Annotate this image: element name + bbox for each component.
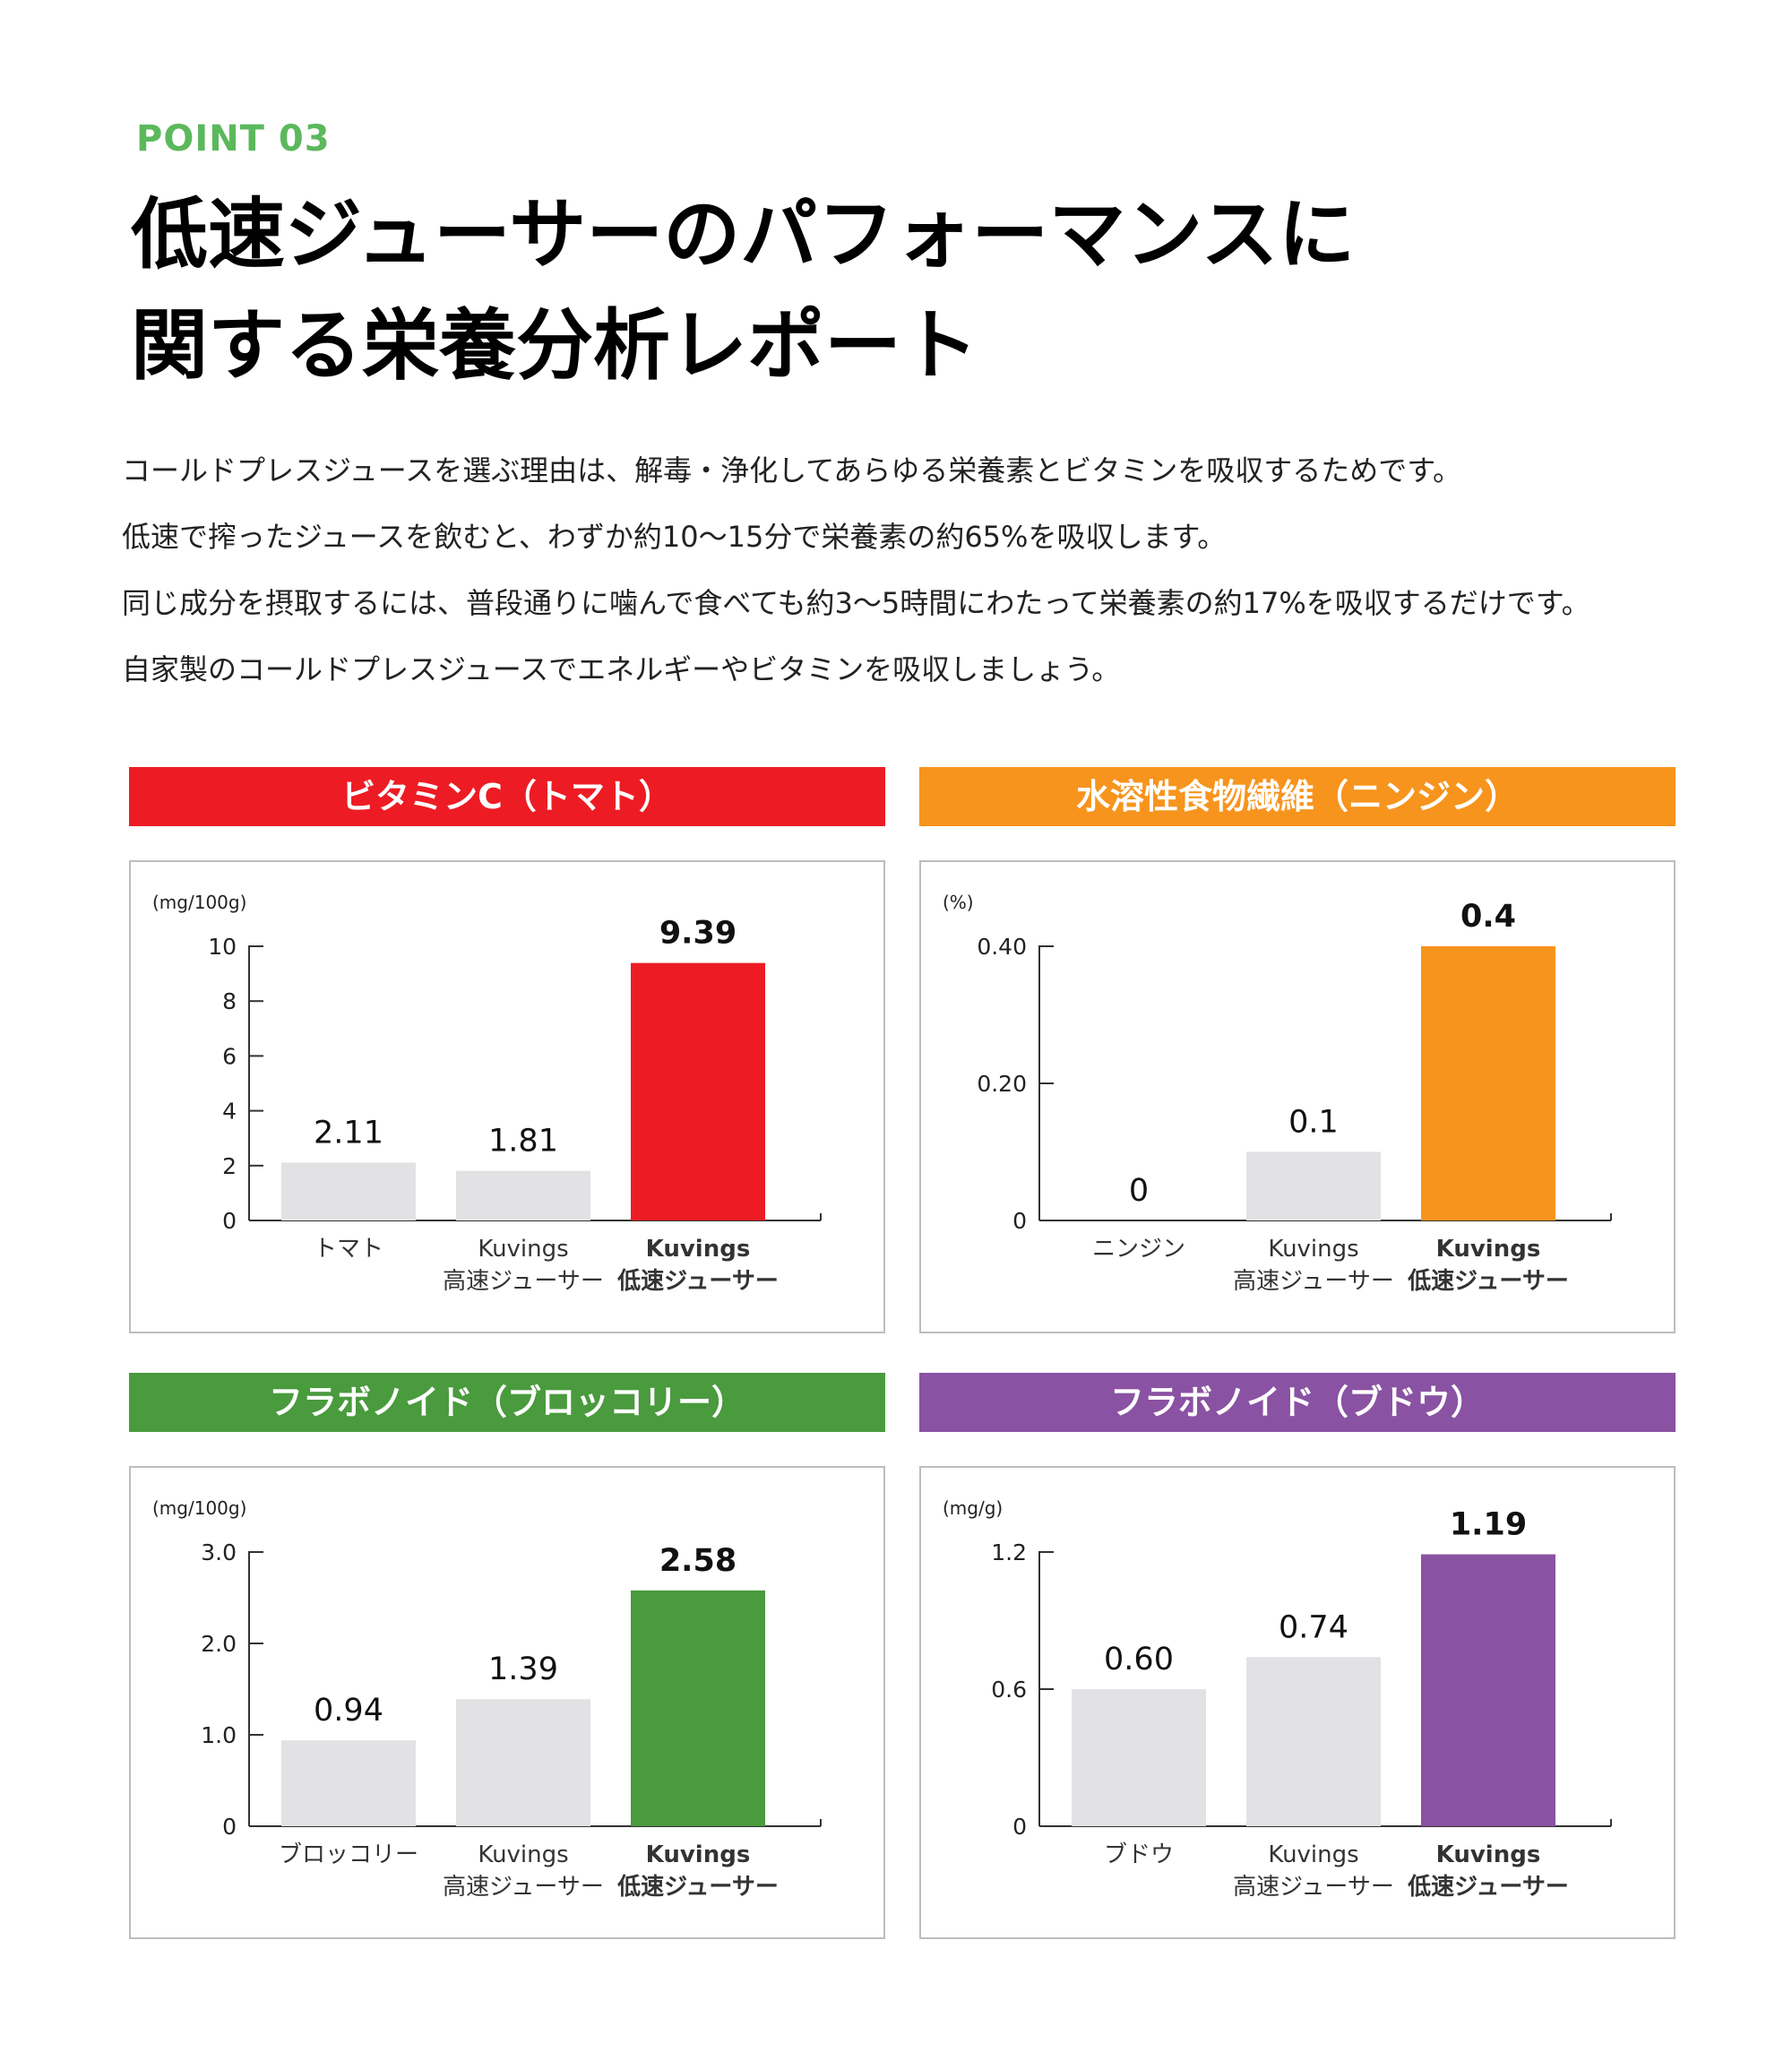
category-label: Kuvings (646, 1841, 751, 1868)
y-tick-label: 0 (222, 1208, 237, 1234)
bar (456, 1699, 590, 1826)
y-unit-label: (mg/g) (943, 1497, 1003, 1519)
bar (1421, 946, 1555, 1220)
category-label: Kuvings (478, 1841, 568, 1868)
bar (1421, 1554, 1555, 1826)
page-title-line-2: 関する栄養分析レポート (131, 301, 978, 391)
bar (1246, 1657, 1381, 1826)
y-tick-label: 0.20 (977, 1071, 1027, 1097)
category-label: ブロッコリー (279, 1841, 418, 1868)
chart-box: (mg/100g) 0 2 4 6 8 10 2.11 トマト 1.81 Kuvings 高速ジューサ… (129, 860, 885, 1333)
chart-title-band: フラボノイド（ブロッコリー） (129, 1373, 885, 1432)
y-tick-label: 2 (222, 1153, 237, 1179)
bar-chart-flavonoid-broccoli: (mg/100g) 0 1.0 2.0 3.0 0.94 ブロッコリー 1.39 Kuvings… (152, 1497, 822, 1901)
page-title-line-1: 低速ジューサーのパフォーマンスに (131, 190, 1356, 280)
chart-box: (mg/g) 0 0.6 1.2 0.60 ブドウ 0.74 Kuvings 高速ジューサー 1.… (919, 1466, 1676, 1939)
data-label: 2.11 (314, 1115, 383, 1151)
bar-chart-fiber: (%) 0 0.20 0.40 0 ニンジン 0.1 Kuvings 高速ジューサー 0.4 Kuv… (943, 892, 1612, 1295)
y-tick-label: 6 (222, 1043, 237, 1069)
data-label: 2.58 (659, 1543, 737, 1579)
data-label: 0.74 (1279, 1609, 1348, 1645)
category-label: ブドウ (1104, 1841, 1174, 1868)
y-tick-label: 0 (1012, 1814, 1027, 1840)
data-label: 0 (1129, 1173, 1149, 1209)
category-label: 高速ジューサー (443, 1268, 604, 1295)
bar (456, 1170, 590, 1220)
y-tick-label: 1.2 (991, 1539, 1027, 1565)
category-label: Kuvings (1436, 1236, 1541, 1263)
bar-chart-flavonoid-grape: (mg/g) 0 0.6 1.2 0.60 ブドウ 0.74 Kuvings 高速ジューサー 1.… (943, 1497, 1612, 1901)
y-tick-label: 2.0 (201, 1631, 237, 1657)
y-unit-label: (mg/100g) (152, 1497, 246, 1519)
category-label: 低速ジューサー (1407, 1268, 1569, 1295)
bar (1246, 1151, 1381, 1220)
point-label: POINT 03 (136, 118, 331, 160)
intro-line-2: 低速で搾ったジュースを飲むと、わずか約10〜15分で栄養素の約65%を吸収します… (122, 520, 1227, 554)
bar (631, 962, 765, 1220)
data-label: 0.1 (1288, 1105, 1339, 1141)
category-label: Kuvings (1436, 1841, 1541, 1868)
intro-line-1: コールドプレスジュースを選ぶ理由は、解毒・浄化してあらゆる栄養素とビタミンを吸収… (122, 453, 1462, 487)
category-label: 高速ジューサー (443, 1874, 604, 1901)
data-label: 1.39 (488, 1651, 558, 1687)
category-label: Kuvings (1268, 1236, 1358, 1263)
y-tick-label: 4 (222, 1099, 237, 1125)
intro-text: コールドプレスジュースを選ぶ理由は、解毒・浄化してあらゆる栄養素とビタミンを吸収… (122, 437, 1770, 703)
data-label: 9.39 (659, 916, 737, 952)
data-label: 0.4 (1460, 899, 1516, 935)
chart-title-band: 水溶性食物繊維（ニンジン） (919, 767, 1676, 826)
y-tick-label: 0 (1012, 1208, 1027, 1234)
chart-title-band: フラボノイド（ブドウ） (919, 1373, 1676, 1432)
y-tick-label: 10 (208, 934, 237, 960)
y-tick-label: 0 (222, 1814, 237, 1840)
y-tick-label: 0.40 (977, 934, 1027, 960)
data-label: 0.60 (1104, 1642, 1174, 1677)
intro-line-4: 自家製のコールドプレスジュースでエネルギーやビタミンを吸収しましょう。 (122, 652, 1121, 686)
y-tick-label: 1.0 (201, 1722, 237, 1748)
data-label: 0.94 (314, 1693, 383, 1729)
category-label: 低速ジューサー (1407, 1874, 1569, 1901)
bar (281, 1740, 416, 1826)
chart-box: (mg/100g) 0 1.0 2.0 3.0 0.94 ブロッコリー 1.39 Kuvings… (129, 1466, 885, 1939)
data-label: 1.19 (1450, 1507, 1527, 1543)
bar (1072, 1689, 1206, 1826)
category-label: 低速ジューサー (616, 1874, 779, 1901)
page-title: 低速ジューサーのパフォーマンスに 関する栄養分析レポート (131, 179, 1356, 401)
y-tick-label: 8 (222, 988, 237, 1014)
category-label: ニンジン (1092, 1236, 1185, 1263)
category-label: トマト (314, 1236, 383, 1263)
category-label: 低速ジューサー (616, 1268, 779, 1295)
y-unit-label: (mg/100g) (152, 892, 246, 913)
category-label: Kuvings (646, 1236, 751, 1263)
category-label: Kuvings (478, 1236, 568, 1263)
category-label: 高速ジューサー (1233, 1268, 1394, 1295)
y-unit-label: (%) (943, 892, 974, 913)
category-label: Kuvings (1268, 1841, 1358, 1868)
y-tick-label: 0.6 (991, 1677, 1027, 1703)
bar-chart-vitamin-c: (mg/100g) 0 2 4 6 8 10 2.11 トマト 1.81 Kuvings 高速ジューサ… (152, 892, 822, 1295)
data-label: 1.81 (488, 1124, 558, 1160)
y-tick-label: 3.0 (201, 1539, 237, 1565)
intro-line-3: 同じ成分を摂取するには、普段通りに噛んで食べても約3〜5時間にわたって栄養素の約… (122, 586, 1590, 620)
bar (281, 1162, 416, 1220)
chart-box: (%) 0 0.20 0.40 0 ニンジン 0.1 Kuvings 高速ジューサー 0.4 Kuv… (919, 860, 1676, 1333)
chart-title-band: ビタミンC（トマト） (129, 767, 885, 826)
category-label: 高速ジューサー (1233, 1874, 1394, 1901)
bar (631, 1590, 765, 1826)
